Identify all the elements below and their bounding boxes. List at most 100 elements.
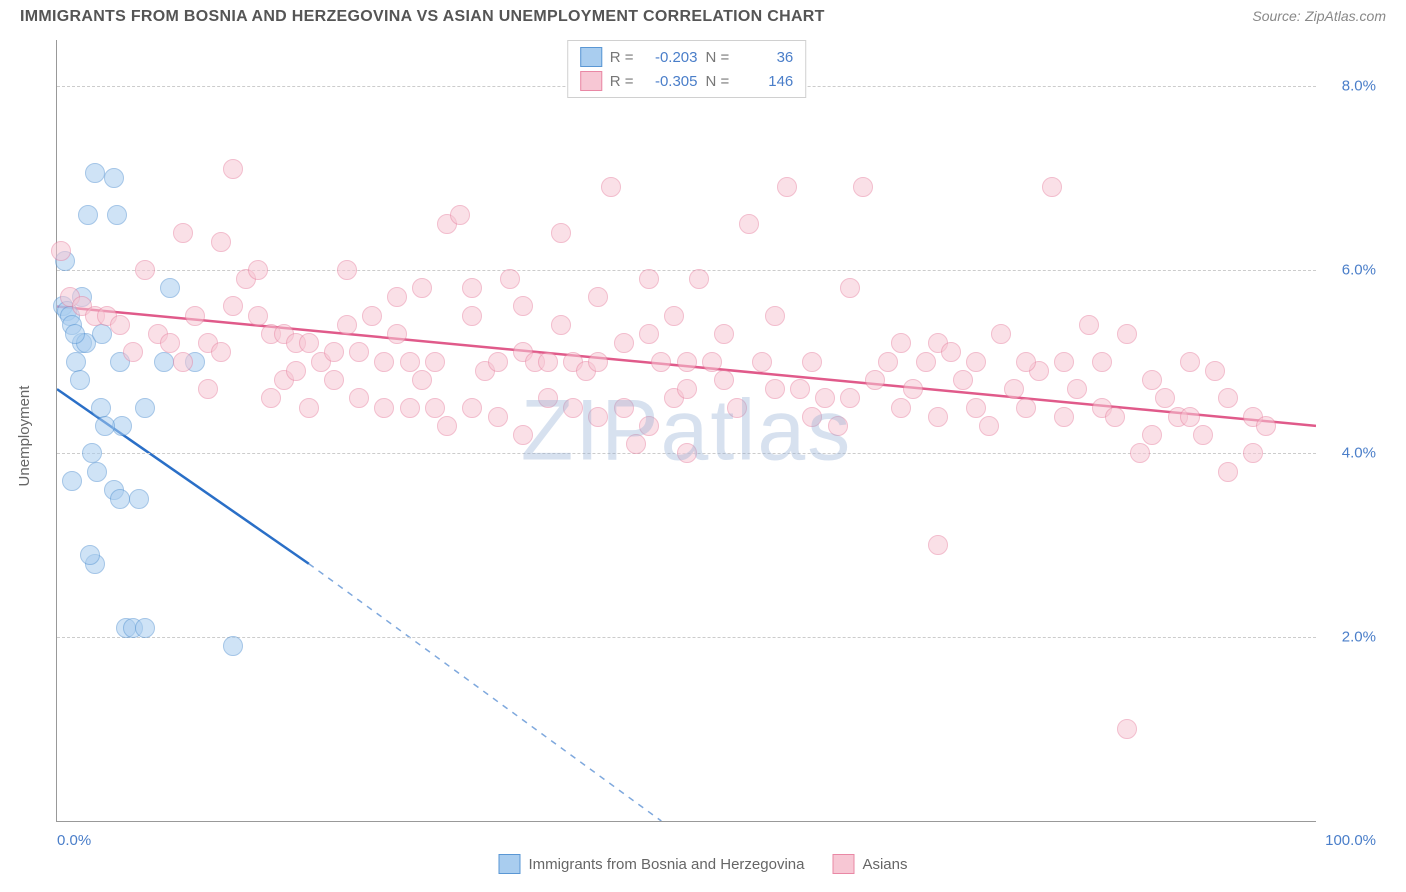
scatter-point	[82, 443, 102, 463]
chart-area: Unemployment ZIPatlas R = -0.203 N = 36 …	[26, 40, 1386, 832]
scatter-point	[513, 296, 533, 316]
scatter-point	[677, 443, 697, 463]
legend-n-label: N =	[706, 49, 730, 66]
scatter-point	[412, 278, 432, 298]
scatter-point	[1142, 425, 1162, 445]
scatter-point	[154, 352, 174, 372]
scatter-point	[112, 416, 132, 436]
scatter-point	[702, 352, 722, 372]
scatter-point	[387, 287, 407, 307]
scatter-point	[953, 370, 973, 390]
scatter-point	[337, 315, 357, 335]
scatter-point	[425, 352, 445, 372]
legend-r-value-2: -0.305	[642, 73, 698, 90]
legend-n-label: N =	[706, 73, 730, 90]
trend-line-extrapolated	[309, 564, 662, 821]
scatter-point	[185, 306, 205, 326]
scatter-point	[104, 168, 124, 188]
scatter-point	[173, 352, 193, 372]
scatter-point	[1256, 416, 1276, 436]
scatter-point	[551, 223, 571, 243]
legend-row-series-2: R = -0.305 N = 146	[580, 69, 794, 93]
grid-line	[57, 637, 1316, 638]
scatter-point	[1105, 407, 1125, 427]
scatter-point	[324, 370, 344, 390]
scatter-point	[160, 278, 180, 298]
scatter-point	[1067, 379, 1087, 399]
scatter-point	[639, 324, 659, 344]
scatter-point	[828, 416, 848, 436]
scatter-point	[324, 342, 344, 362]
scatter-point	[500, 269, 520, 289]
scatter-point	[1016, 352, 1036, 372]
scatter-point	[1117, 719, 1137, 739]
scatter-point	[664, 306, 684, 326]
scatter-point	[129, 489, 149, 509]
scatter-point	[588, 407, 608, 427]
chart-source: Source: ZipAtlas.com	[1252, 8, 1386, 26]
scatter-point	[374, 352, 394, 372]
legend-item-2: Asians	[832, 854, 907, 874]
scatter-point	[66, 352, 86, 372]
x-tick-min: 0.0%	[57, 832, 91, 849]
scatter-point	[462, 306, 482, 326]
legend-item-1: Immigrants from Bosnia and Herzegovina	[499, 854, 805, 874]
scatter-point	[160, 333, 180, 353]
scatter-point	[1079, 315, 1099, 335]
scatter-point	[286, 361, 306, 381]
scatter-point	[1016, 398, 1036, 418]
scatter-point	[425, 398, 445, 418]
scatter-point	[639, 269, 659, 289]
scatter-point	[135, 398, 155, 418]
legend-row-series-1: R = -0.203 N = 36	[580, 45, 794, 69]
y-tick-label: 4.0%	[1326, 445, 1376, 462]
legend-swatch-2	[580, 71, 602, 91]
scatter-point	[966, 398, 986, 418]
correlation-legend: R = -0.203 N = 36 R = -0.305 N = 146	[567, 40, 807, 98]
scatter-point	[400, 352, 420, 372]
scatter-point	[211, 342, 231, 362]
scatter-point	[626, 434, 646, 454]
source-name: ZipAtlas.com	[1305, 8, 1386, 24]
legend-swatch-bottom-2	[832, 854, 854, 874]
scatter-point	[349, 388, 369, 408]
scatter-point	[790, 379, 810, 399]
scatter-point	[299, 398, 319, 418]
scatter-point	[85, 163, 105, 183]
scatter-point	[110, 489, 130, 509]
scatter-point	[588, 352, 608, 372]
scatter-point	[928, 535, 948, 555]
scatter-point	[400, 398, 420, 418]
scatter-point	[107, 205, 127, 225]
x-tick-max: 100.0%	[1325, 832, 1376, 849]
scatter-point	[462, 398, 482, 418]
scatter-point	[639, 416, 659, 436]
scatter-point	[1042, 177, 1062, 197]
scatter-point	[412, 370, 432, 390]
trend-lines-svg	[57, 40, 1316, 821]
scatter-point	[891, 398, 911, 418]
scatter-point	[337, 260, 357, 280]
plot-region: ZIPatlas R = -0.203 N = 36 R = -0.305 N …	[56, 40, 1316, 822]
scatter-point	[727, 398, 747, 418]
scatter-point	[928, 407, 948, 427]
scatter-point	[62, 471, 82, 491]
scatter-point	[87, 462, 107, 482]
scatter-point	[966, 352, 986, 372]
legend-r-label: R =	[610, 49, 634, 66]
scatter-point	[916, 352, 936, 372]
scatter-point	[891, 333, 911, 353]
scatter-point	[123, 342, 143, 362]
legend-n-value-2: 146	[737, 73, 793, 90]
legend-swatch-1	[580, 47, 602, 67]
scatter-point	[739, 214, 759, 234]
scatter-point	[450, 205, 470, 225]
series-legend: Immigrants from Bosnia and Herzegovina A…	[499, 854, 908, 874]
scatter-point	[248, 306, 268, 326]
scatter-point	[1205, 361, 1225, 381]
scatter-point	[1054, 407, 1074, 427]
scatter-point	[752, 352, 772, 372]
scatter-point	[78, 205, 98, 225]
scatter-point	[513, 425, 533, 445]
scatter-point	[1130, 443, 1150, 463]
